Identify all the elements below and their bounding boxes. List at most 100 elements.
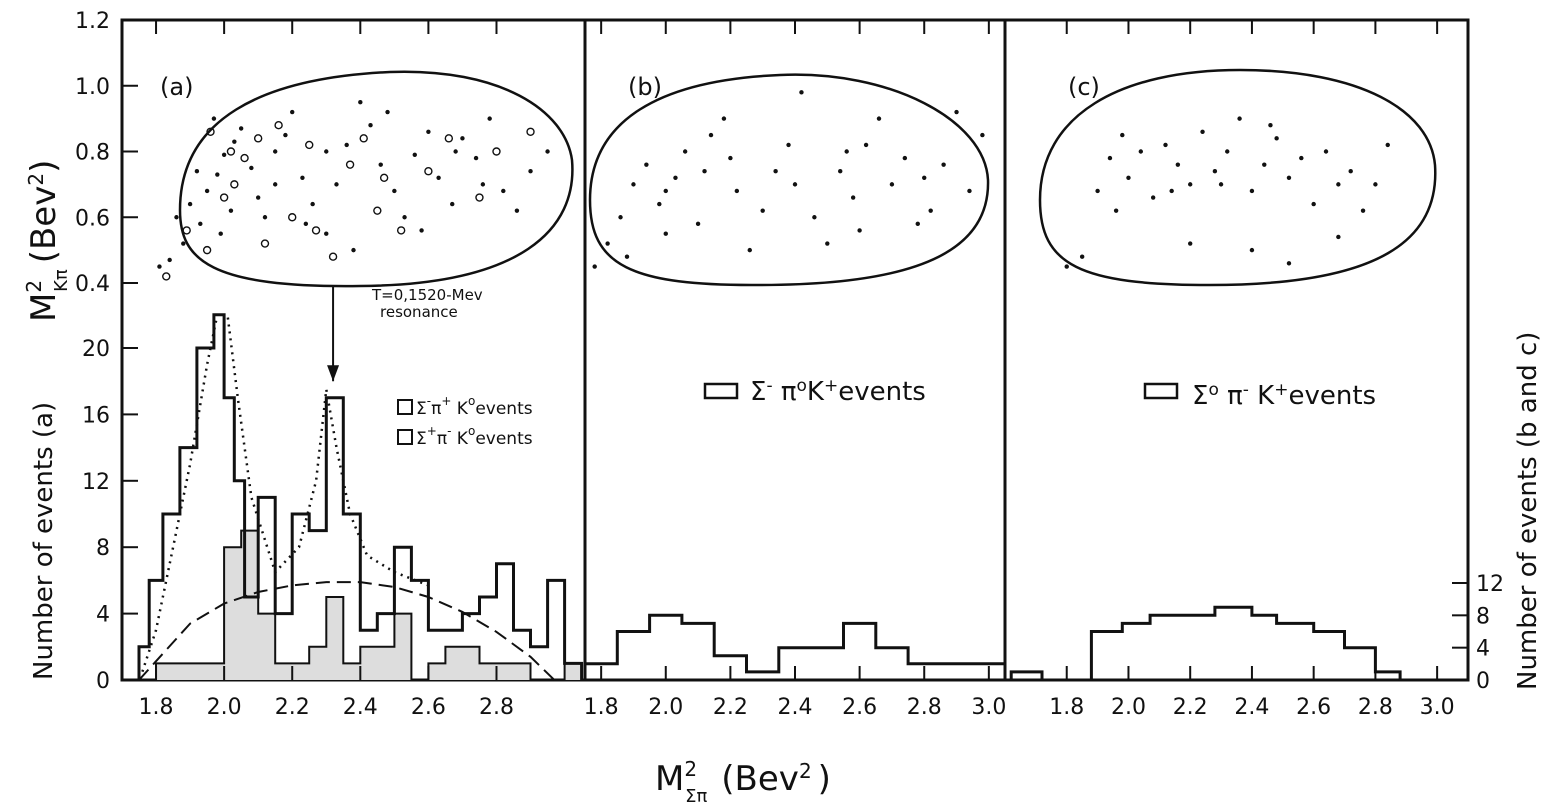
- scatter-dot-a: [228, 208, 234, 213]
- tick-label-count-bc: 0: [1476, 669, 1490, 694]
- scatter-circle-a: [305, 140, 314, 150]
- scatter-circle-a: [274, 120, 283, 130]
- tick-label-count-bc: 4: [1476, 637, 1490, 662]
- scatter-circle-a: [396, 226, 406, 235]
- scatter-dot-c: [1360, 208, 1366, 213]
- scatter-dot-a: [181, 241, 186, 246]
- scatter-circle-a: [475, 193, 484, 202]
- tick-label-x-b: 2.6: [842, 695, 877, 720]
- scatter-dot-a: [514, 208, 520, 213]
- scatter-dot-a: [385, 109, 390, 115]
- tick-label-x-c: 2.8: [1358, 695, 1393, 720]
- scatter-dot-b: [644, 162, 649, 167]
- scatter-dot-b: [812, 215, 817, 220]
- tick-label-x-a: 2.6: [411, 695, 446, 720]
- boundary-c: [1038, 68, 1437, 287]
- scatter-circle-a: [162, 272, 171, 281]
- legend-a1-label: Σ-π+ Koevents: [416, 394, 533, 419]
- scatter-circle-a: [526, 127, 535, 136]
- scatter-circle-a: [253, 134, 263, 143]
- scatter-dot-c: [1163, 142, 1168, 148]
- tick-label-count-bc: 8: [1476, 604, 1490, 629]
- scatter-dot-c: [1120, 132, 1125, 138]
- scatter-dot-a: [473, 155, 479, 161]
- scatter-circle-a: [379, 173, 389, 183]
- scatter-dot-c: [1188, 241, 1193, 246]
- scatter-dot-a: [378, 162, 383, 167]
- scatter-dot-a: [262, 215, 268, 220]
- scatter-dot-b: [657, 201, 662, 207]
- scatter-dot-b: [902, 155, 908, 161]
- scatter-dot-c: [1336, 182, 1341, 187]
- tick-label-count-a: 0: [96, 669, 110, 694]
- tick-label-x-c: 2.4: [1234, 695, 1269, 720]
- scatter-dot-c: [1286, 175, 1292, 180]
- scatter-circle-a: [202, 245, 212, 255]
- legend-b-swatch: [703, 382, 739, 400]
- tick-label-x-b: 2.4: [778, 695, 813, 720]
- scatter-dot-c: [1336, 234, 1341, 240]
- scatter-dot-b: [857, 228, 862, 233]
- tick-label-x-c: 2.0: [1111, 695, 1146, 720]
- scatter-dot-b: [773, 169, 778, 174]
- scatter-dot-c: [1274, 136, 1279, 141]
- scatter-dot-a: [487, 116, 492, 121]
- legend-a: Σ-π+ Koevents Σ+π- Koevents: [397, 394, 533, 449]
- scatter-dot-c: [1249, 188, 1255, 194]
- scatter-circle-a: [206, 127, 215, 136]
- legend-c-label: Σo π- K+events: [1192, 380, 1376, 411]
- y-left-title: Number of events (a): [29, 402, 59, 680]
- tick-label-x-b: 1.8: [584, 695, 619, 720]
- tick-label-x-c: 3.0: [1420, 695, 1455, 720]
- scatter-dot-a: [392, 188, 397, 194]
- scatter-dot-a: [272, 182, 278, 187]
- tick-label-count-a: 8: [96, 536, 110, 561]
- scatter-dot-b: [618, 215, 623, 220]
- legend-b: Σ- πoK+events: [703, 376, 926, 407]
- scatter-dot-a: [436, 175, 441, 180]
- scatter-dot-a: [334, 182, 339, 187]
- tick-label-x-b: 2.8: [907, 695, 942, 720]
- scatter-dot-b: [682, 149, 688, 154]
- scatter-dot-c: [1095, 188, 1100, 194]
- legend-b-label: Σ- πoK+events: [750, 376, 926, 407]
- scatter-dot-a: [211, 116, 217, 121]
- scatter-dot-b: [695, 221, 701, 227]
- hist-a-sigma-plus: [139, 529, 583, 681]
- scatter-dot-a: [324, 149, 329, 154]
- tick-label-mass: 1.2: [75, 9, 110, 34]
- scatter-dot-a: [310, 201, 315, 207]
- scatter-dot-a: [272, 149, 278, 154]
- scatter-dot-c: [1323, 149, 1329, 154]
- scatter-dot-c: [1138, 149, 1144, 154]
- scatter-dot-b: [760, 208, 765, 213]
- resonance-fit-curve: [141, 313, 429, 673]
- scatter-dot-a: [501, 188, 506, 194]
- tick-label-mass: 1.0: [75, 75, 110, 100]
- scatter-dot-a: [221, 152, 227, 157]
- scatter-dot-a: [249, 165, 254, 171]
- scatter-dot-a: [460, 136, 465, 141]
- scatter-circle-a: [182, 226, 191, 235]
- legend-c: Σo π- K+events: [1143, 380, 1376, 411]
- scatter-dot-b: [825, 241, 830, 246]
- scatter-dot-b: [863, 142, 869, 148]
- scatter-dot-c: [1249, 247, 1255, 253]
- scatter-circle-a: [373, 206, 382, 215]
- scatter-dot-b: [928, 208, 933, 213]
- scatter-dot-c: [1188, 182, 1193, 187]
- scatter-circle-a: [424, 167, 433, 176]
- legend-a2-swatch: [397, 429, 413, 445]
- scatter-dot-b: [592, 264, 597, 269]
- scatter-dot-a: [419, 228, 424, 233]
- scatter-dot-c: [1225, 149, 1230, 154]
- scatter-circle-a: [240, 153, 249, 163]
- scatter-dot-b: [941, 162, 946, 167]
- outer-frame: [120, 18, 1470, 682]
- scatter-points: [157, 90, 1390, 281]
- tick-label-x-a: 2.8: [479, 695, 514, 720]
- scatter-dot-b: [922, 175, 927, 180]
- scatter-dot-b: [721, 116, 727, 121]
- scatter-dot-a: [324, 231, 329, 236]
- scatter-dot-b: [792, 182, 798, 187]
